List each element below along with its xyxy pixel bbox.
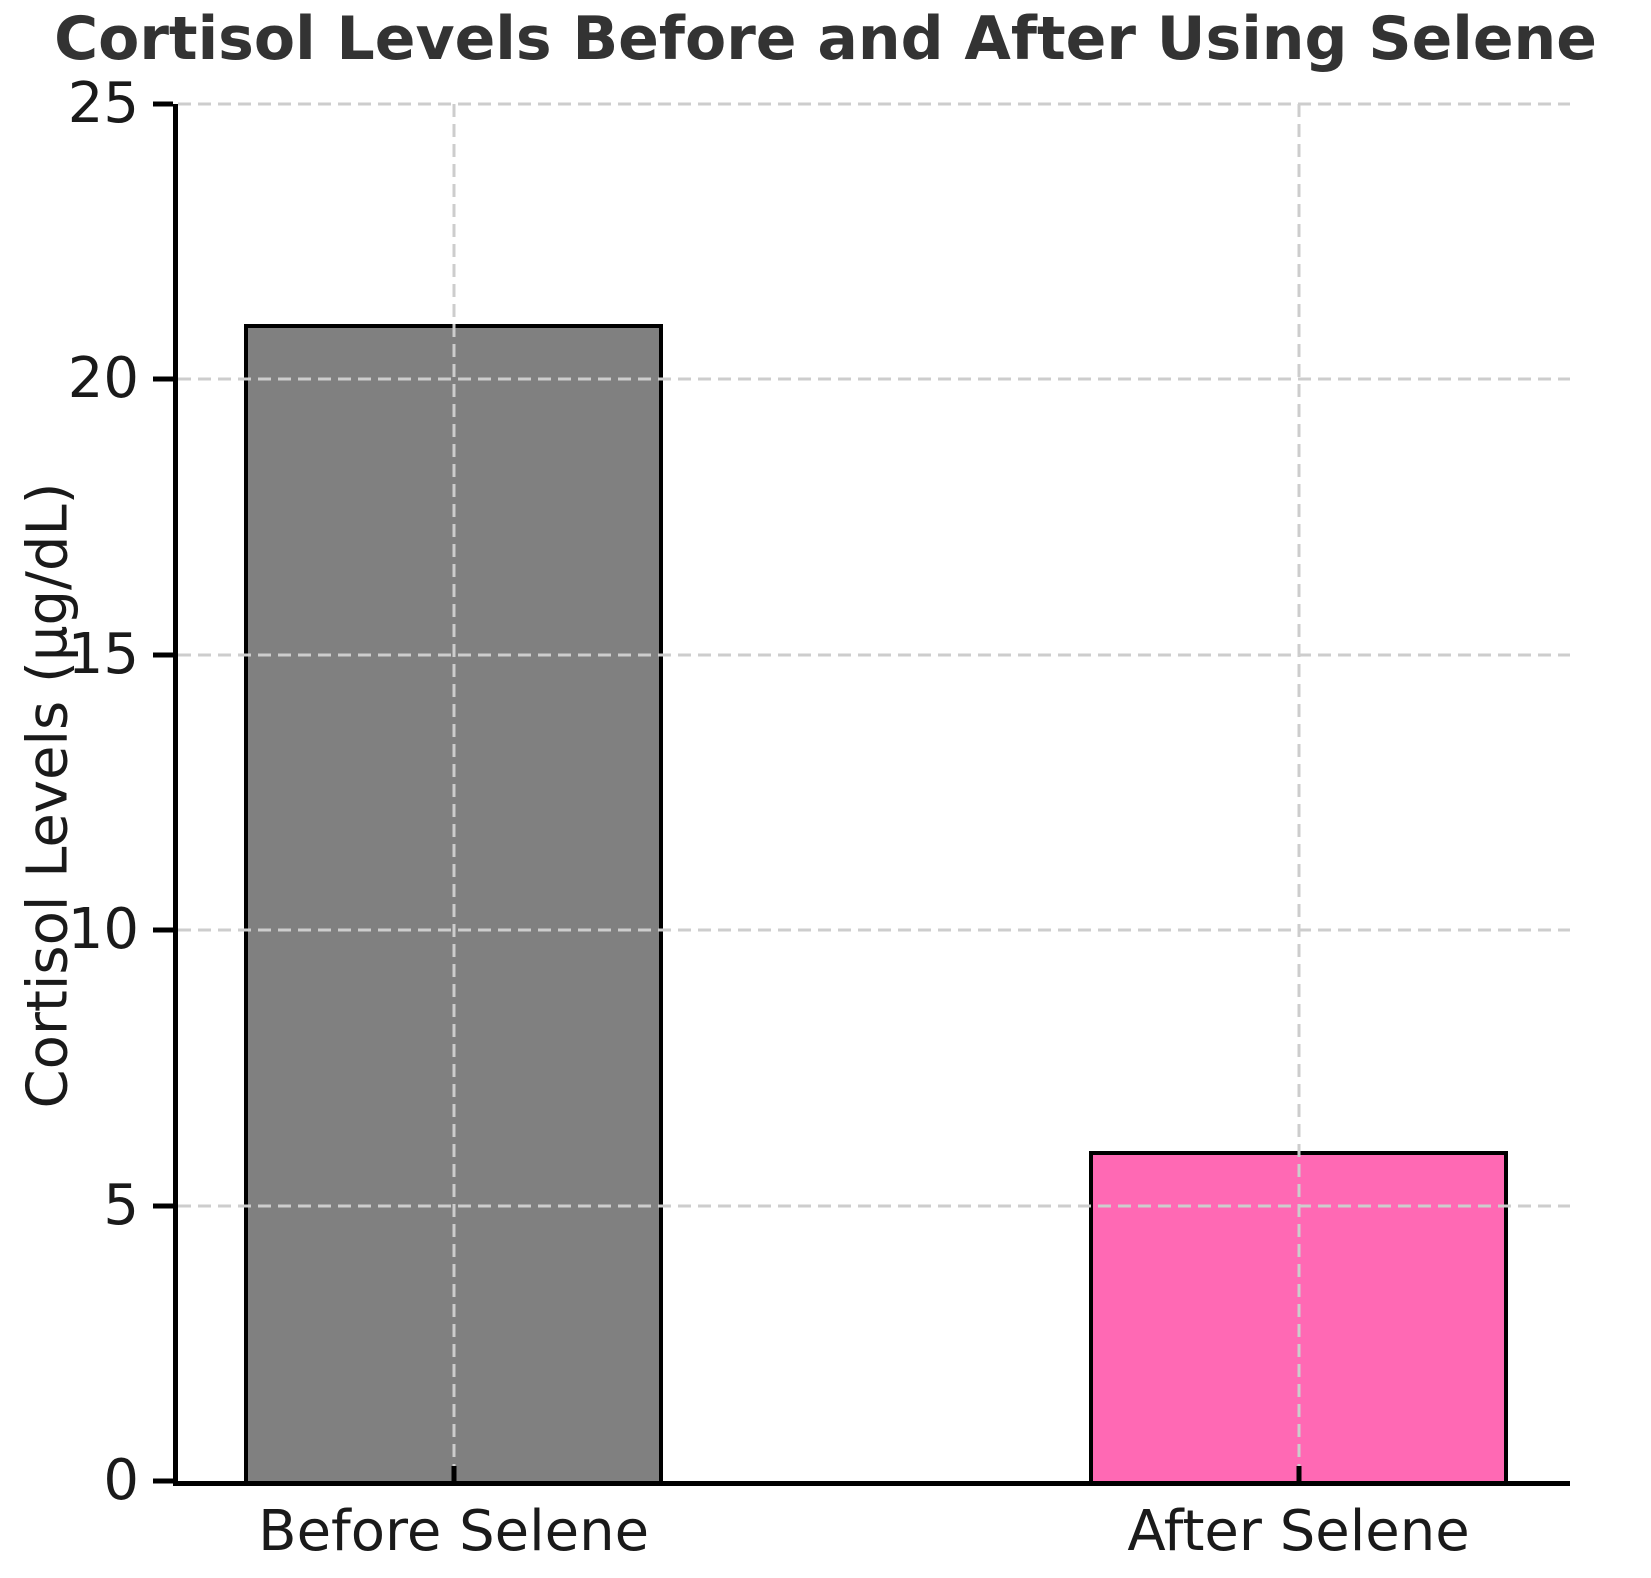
x-tick-label: After Selene <box>1127 1499 1470 1564</box>
y-tick-mark <box>153 652 173 658</box>
y-tick-label: 5 <box>103 1172 139 1238</box>
chart-title: Cortisol Levels Before and After Using S… <box>54 4 1597 74</box>
h-gridline <box>178 377 1570 381</box>
y-tick-label: 0 <box>103 1448 139 1513</box>
y-tick-mark <box>153 927 173 933</box>
h-gridline <box>178 653 1570 657</box>
y-tick-mark <box>153 101 173 107</box>
y-tick-label: 25 <box>67 71 139 136</box>
y-tick-label: 15 <box>67 621 139 687</box>
y-axis-label: Cortisol Levels (µg/dL) <box>15 482 81 1108</box>
y-tick-mark <box>153 376 173 382</box>
x-tick-mark <box>1296 1466 1302 1481</box>
v-gridline <box>1297 104 1301 1481</box>
y-tick-label: 20 <box>67 346 139 412</box>
plot-area: 0 5 10 15 20 25 Before Selene After Selene <box>68 76 1570 1564</box>
y-tick-mark <box>153 1478 173 1484</box>
y-tick-label: 10 <box>67 897 139 963</box>
x-tick-label: Before Selene <box>258 1499 650 1564</box>
h-gridline <box>178 1204 1570 1208</box>
h-gridline <box>178 102 1570 106</box>
v-gridline <box>452 104 456 1481</box>
y-tick-mark <box>153 1203 173 1209</box>
h-gridline <box>178 928 1570 932</box>
x-tick-mark <box>451 1466 457 1481</box>
y-axis-label-wrap: Cortisol Levels (µg/dL) <box>0 104 96 1486</box>
